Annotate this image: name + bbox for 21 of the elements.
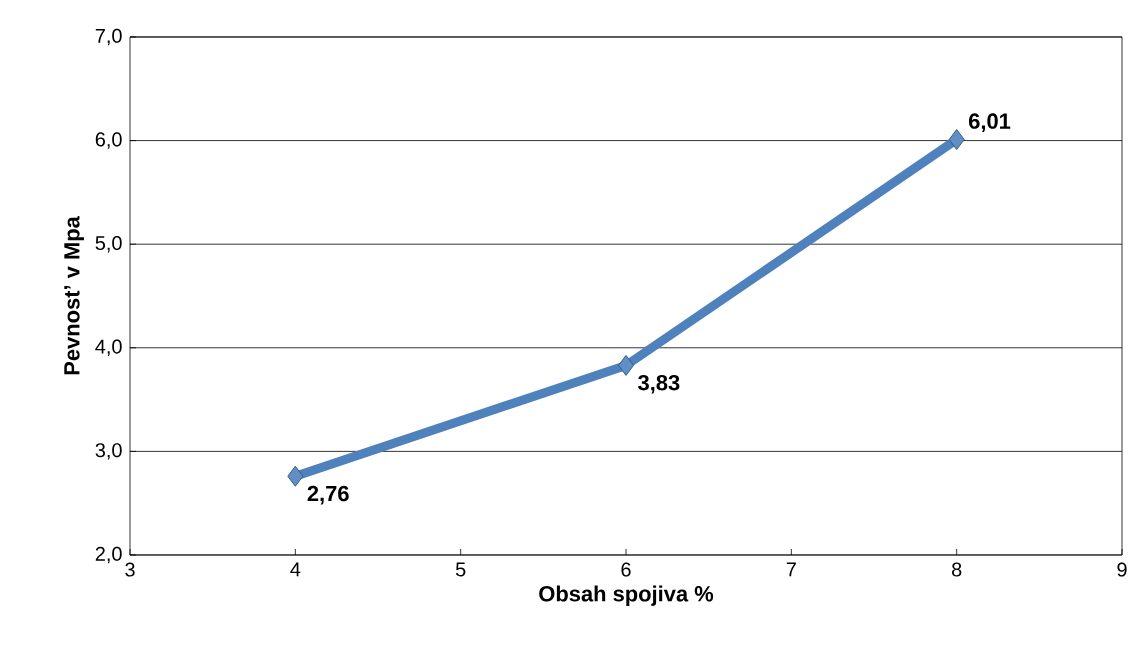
x-tick-label: 3 [125,562,135,577]
x-axis-title: Obsah spojiva % [539,585,714,606]
y-tick-label: 3,0 [95,443,122,460]
x-tick-label: 9 [1117,562,1127,577]
y-tick-label: 7,0 [95,28,122,46]
x-tick-label: 6 [621,562,631,577]
data-label: 2,76 [307,485,349,505]
point [948,129,965,151]
y-axis-title: Pevnost’ v Mpa [64,216,84,375]
y-tick-label: 5,0 [95,235,122,253]
x-tick-label: 8 [952,562,962,577]
x-tick-label: 4 [290,562,301,577]
y-tick-label: 4,0 [95,339,122,357]
x-tick-label: 7 [786,562,796,577]
x-tick-label: 5 [455,562,466,577]
y-tick-label: 2,0 [95,546,122,564]
point [618,354,635,376]
y-tick-label: 6,0 [95,132,122,149]
data-label: 6,01 [969,113,1011,133]
point [287,465,304,487]
data-label: 3,83 [638,374,680,394]
